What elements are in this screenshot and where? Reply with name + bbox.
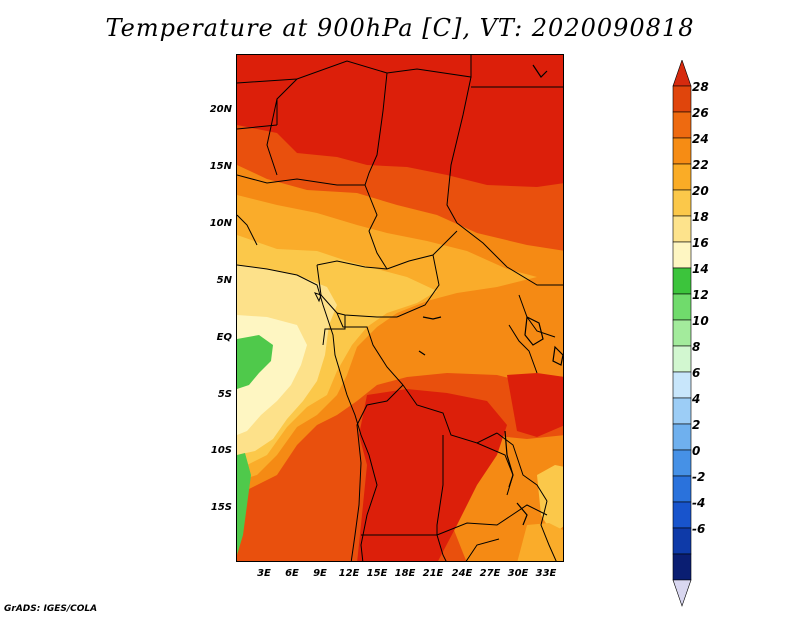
colorbar-label-6: 6 bbox=[692, 366, 701, 380]
lon-label-9e: 9E bbox=[313, 568, 327, 579]
colorbar-label-26: 26 bbox=[692, 106, 709, 120]
colorbar-label-28: 28 bbox=[692, 80, 709, 94]
colorbar-segment bbox=[672, 293, 692, 321]
colorbar-segment bbox=[672, 215, 692, 243]
colorbar-label-12: 12 bbox=[692, 288, 709, 302]
colorbar-label-24: 24 bbox=[692, 132, 709, 146]
island bbox=[314, 292, 322, 303]
lon-label-3e: 3E bbox=[257, 568, 271, 579]
temperature-map bbox=[236, 54, 564, 562]
colorbar-segments bbox=[672, 60, 692, 607]
lat-label-eq: EQ bbox=[216, 332, 232, 343]
lat-label-5n: 5N bbox=[216, 275, 232, 286]
colorbar-segment bbox=[672, 189, 692, 217]
colorbar-segment bbox=[672, 475, 692, 503]
coastline bbox=[237, 264, 378, 561]
colorbar-label-18: 18 bbox=[692, 210, 709, 224]
lon-label-21e: 21E bbox=[422, 568, 444, 579]
colorbar-label-20: 20 bbox=[692, 184, 709, 198]
colorbar-top-arrow bbox=[672, 60, 692, 87]
band-26-28-south bbox=[357, 389, 507, 561]
colorbar-label-4: 4 bbox=[692, 392, 701, 406]
colorbar-segment bbox=[672, 397, 692, 425]
lon-label-33e: 33E bbox=[535, 568, 557, 579]
country-borders bbox=[237, 55, 563, 561]
lat-label-10n: 10N bbox=[209, 218, 232, 229]
colorbar-segment bbox=[672, 449, 692, 477]
colorbar-segment bbox=[672, 371, 692, 399]
colorbar-bottom-arrow bbox=[672, 579, 692, 607]
lat-label-15s: 15S bbox=[210, 502, 232, 513]
colorbar-segment bbox=[672, 111, 692, 139]
colorbar-segment bbox=[672, 527, 692, 555]
lat-label-20n: 20N bbox=[209, 104, 232, 115]
colorbar-label-14: 14 bbox=[692, 262, 709, 276]
colorbar-segment bbox=[672, 319, 692, 347]
colorbar-label-neg2: -2 bbox=[692, 470, 706, 484]
colorbar bbox=[672, 60, 692, 607]
lon-label-12e: 12E bbox=[338, 568, 360, 579]
lon-label-18e: 18E bbox=[394, 568, 416, 579]
lat-label-10s: 10S bbox=[210, 445, 232, 456]
lon-label-24e: 24E bbox=[451, 568, 473, 579]
lon-label-15e: 15E bbox=[366, 568, 388, 579]
band-12-14-south bbox=[237, 453, 251, 555]
temperature-field bbox=[237, 55, 563, 561]
lakes bbox=[418, 64, 563, 526]
chart-title: Temperature at 900hPa [C], VT: 202009081… bbox=[105, 14, 695, 42]
colorbar-label-22: 22 bbox=[692, 158, 709, 172]
colorbar-label-0: 0 bbox=[692, 444, 701, 458]
band-12-14 bbox=[237, 335, 273, 389]
lon-label-6e: 6E bbox=[285, 568, 299, 579]
grads-credit: GrADS: IGES/COLA bbox=[4, 604, 98, 614]
lat-label-5s: 5S bbox=[217, 389, 232, 400]
colorbar-segment bbox=[672, 501, 692, 529]
colorbar-segment bbox=[672, 137, 692, 165]
colorbar-label-10: 10 bbox=[692, 314, 709, 328]
colorbar-label-8: 8 bbox=[692, 340, 701, 354]
band-26-28-southeast bbox=[507, 373, 563, 437]
colorbar-segment bbox=[672, 267, 692, 295]
colorbar-segment bbox=[672, 345, 692, 373]
colorbar-label-2: 2 bbox=[692, 418, 701, 432]
colorbar-segment bbox=[672, 553, 692, 581]
band-18-20-southeast bbox=[537, 465, 563, 535]
colorbar-segment bbox=[672, 423, 692, 451]
colorbar-label-neg6: -6 bbox=[692, 522, 706, 536]
colorbar-label-neg4: -4 bbox=[692, 496, 706, 510]
colorbar-segment bbox=[672, 85, 692, 113]
colorbar-label-16: 16 bbox=[692, 236, 709, 250]
lon-label-30e: 30E bbox=[507, 568, 529, 579]
colorbar-segment bbox=[672, 241, 692, 269]
colorbar-segment bbox=[672, 163, 692, 191]
lon-label-27e: 27E bbox=[479, 568, 501, 579]
lat-label-15n: 15N bbox=[209, 161, 232, 172]
